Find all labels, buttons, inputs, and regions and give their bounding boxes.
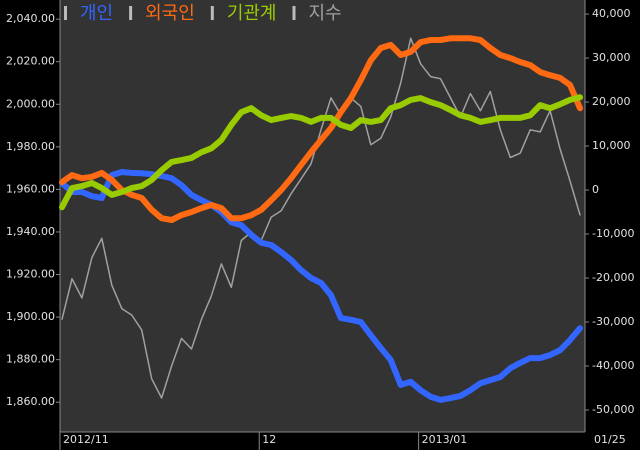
legend-marker xyxy=(210,6,214,20)
y2-tick-label: 40,000 xyxy=(592,7,631,20)
y2-tick-label: -40,000 xyxy=(592,359,634,372)
legend-label: 개인 xyxy=(80,3,113,24)
plot-area xyxy=(60,0,585,432)
x-tick-label: 12 xyxy=(262,433,276,446)
x-tick-label: 2013/01 xyxy=(422,433,468,446)
series-line xyxy=(61,37,581,399)
y2-tick-label: 20,000 xyxy=(592,95,631,108)
legend-label: 지수 xyxy=(309,3,342,24)
y-tick-label: 2,000.00 xyxy=(6,97,55,110)
y-tick-label: 1,860.00 xyxy=(6,395,55,408)
series-line xyxy=(59,94,583,211)
y-tick-label: 2,020.00 xyxy=(6,55,55,68)
y-tick-label: 1,880.00 xyxy=(6,353,55,366)
y-tick-label: 1,920.00 xyxy=(6,268,55,281)
y-tick-label: 1,940.00 xyxy=(6,225,55,238)
legend-marker xyxy=(129,6,133,20)
y-tick-label: 1,980.00 xyxy=(6,140,55,153)
y2-tick-label: 10,000 xyxy=(592,139,631,152)
y2-tick-label: -10,000 xyxy=(592,227,634,240)
y-tick-label: 2,040.00 xyxy=(6,12,55,25)
y2-tick-label: -30,000 xyxy=(592,315,634,328)
series-line xyxy=(59,169,583,403)
legend-marker xyxy=(64,6,67,20)
y-tick-label: 1,960.00 xyxy=(6,182,55,195)
y2-tick-label: -20,000 xyxy=(592,271,634,284)
legend-marker xyxy=(292,6,296,20)
y2-tick-label: 0 xyxy=(592,183,599,196)
legend-label: 외국인 xyxy=(145,3,195,24)
x-tick-label: 2012/11 xyxy=(63,433,109,446)
y2-tick-label: 30,000 xyxy=(592,51,631,64)
y-tick-label: 1,900.00 xyxy=(6,310,55,323)
y2-tick-label: -50,000 xyxy=(592,403,634,416)
legend-label: 기관계 xyxy=(227,3,277,24)
x-tick-label: 01/25 xyxy=(594,433,626,446)
series-line xyxy=(59,35,583,223)
